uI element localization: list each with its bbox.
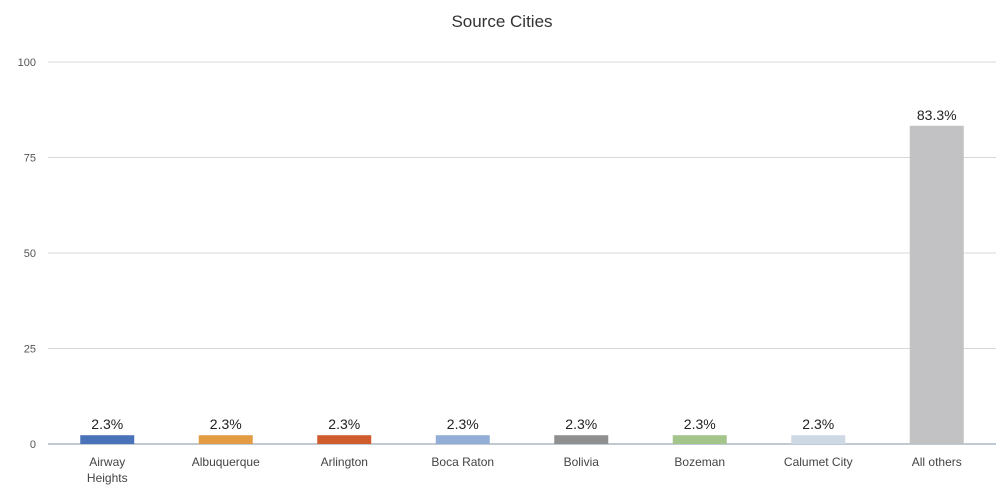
chart-title: Source Cities (451, 12, 552, 31)
x-tick-label: Albuquerque (192, 455, 260, 469)
bar (435, 435, 490, 444)
bar (554, 435, 609, 444)
gridlines (48, 61, 996, 445)
y-tick-label: 75 (24, 153, 36, 165)
data-label: 2.3% (684, 416, 716, 432)
data-label: 2.3% (802, 416, 834, 432)
data-label: 2.3% (447, 416, 479, 432)
data-label: 2.3% (210, 416, 242, 432)
bar (198, 435, 253, 444)
x-tick-label: Calumet City (784, 455, 853, 469)
data-label: 2.3% (565, 416, 597, 432)
x-tick-label: All others (912, 455, 962, 469)
bar (317, 435, 372, 444)
data-label: 83.3% (917, 107, 957, 123)
x-tick-label: Boca Raton (431, 455, 494, 469)
bar (791, 435, 846, 444)
x-tick-label: Bolivia (564, 455, 600, 469)
x-tick-label: Arlington (321, 455, 368, 469)
bar (80, 435, 135, 444)
y-tick-label: 0 (30, 439, 36, 451)
y-tick-label: 50 (24, 248, 36, 260)
data-label: 2.3% (328, 416, 360, 432)
y-tick-label: 25 (24, 344, 36, 356)
y-axis-ticks: 0 25 50 75 100 (18, 57, 36, 451)
x-tick-label: Heights (87, 471, 128, 485)
x-axis-labels: Airway Heights Albuquerque Arlington Boca Ra… (87, 455, 962, 485)
bar (909, 125, 964, 444)
bar (672, 435, 727, 444)
data-label: 2.3% (91, 416, 123, 432)
data-labels: 2.3% 2.3% 2.3% 2.3% 2.3% 2.3% 2.3% 83.3% (91, 107, 956, 432)
x-tick-label: Bozeman (674, 455, 725, 469)
y-tick-label: 100 (18, 57, 36, 69)
bars (80, 125, 964, 444)
x-tick-label: Airway (89, 455, 125, 469)
